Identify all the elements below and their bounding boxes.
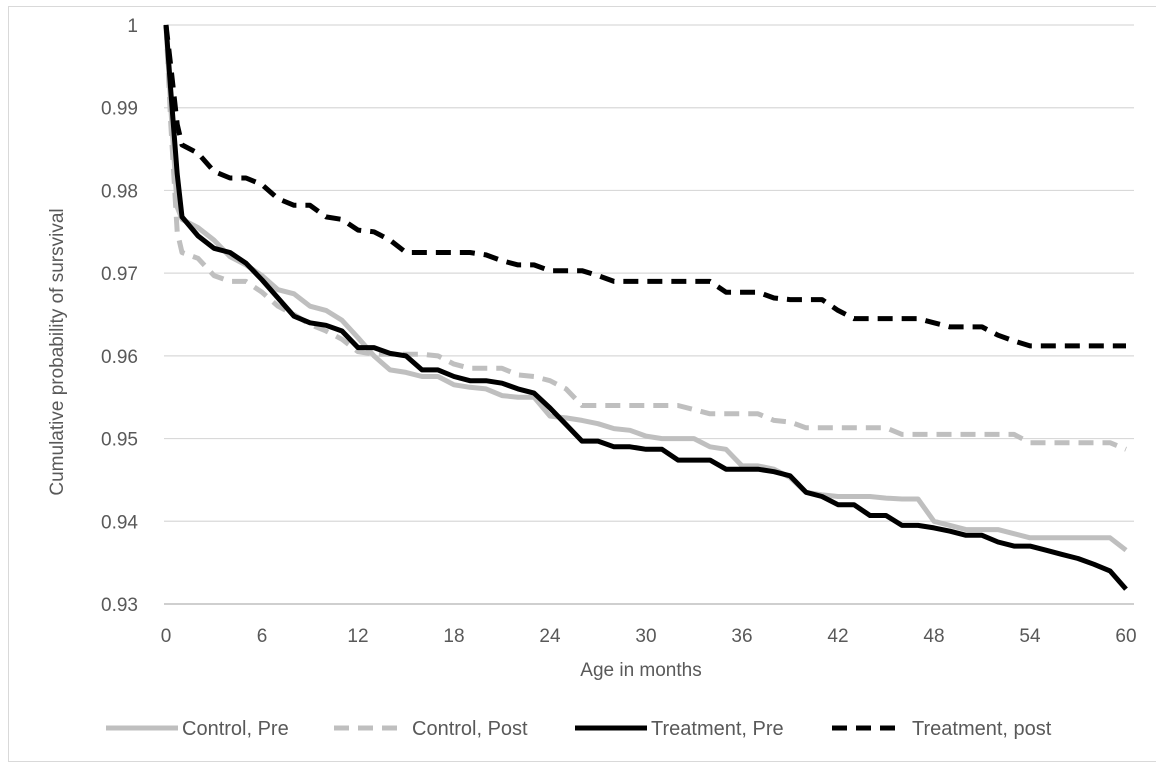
x-tick-label: 0 <box>161 626 172 647</box>
legend-item: Control, Pre <box>106 718 289 740</box>
y-tick-label: 0.95 <box>101 430 138 451</box>
y-axis-ticks: 0.93 0.94 0.95 0.96 0.97 0.98 0.99 1 <box>101 16 138 616</box>
series-layer <box>163 24 1128 591</box>
y-tick-label: 0.94 <box>101 512 138 533</box>
y-axis-title: Cumulative probability of sursvival <box>47 208 68 495</box>
series-line-control-post <box>163 24 1127 452</box>
legend-item: Treatment, Pre <box>575 718 784 740</box>
x-axis-title: Age in months <box>580 660 701 681</box>
x-tick-label: 36 <box>731 626 752 647</box>
y-tick-label: 0.93 <box>101 595 138 616</box>
legend-label: Treatment, Pre <box>651 718 784 740</box>
x-axis-ticks: 0 6 12 18 24 30 36 42 48 54 60 <box>161 626 1137 647</box>
y-tick-label: 1 <box>127 16 138 37</box>
y-tick-label: 0.97 <box>101 264 138 285</box>
legend-item: Treatment, post <box>832 718 1052 740</box>
x-tick-label: 30 <box>635 626 656 647</box>
x-tick-label: 54 <box>1019 626 1041 647</box>
legend: Control, Pre Control, Post Treatment, Pre T… <box>106 718 1052 740</box>
legend-label: Control, Post <box>412 718 528 740</box>
x-tick-label: 18 <box>443 626 464 647</box>
y-tick-label: 0.96 <box>101 347 138 368</box>
x-tick-label: 12 <box>347 626 368 647</box>
legend-label: Control, Pre <box>182 718 289 740</box>
x-tick-label: 48 <box>923 626 944 647</box>
legend-label: Treatment, post <box>912 718 1052 740</box>
series-line-treatment-post <box>163 24 1126 349</box>
x-tick-label: 42 <box>827 626 848 647</box>
y-tick-label: 0.99 <box>101 99 138 120</box>
chart-frame <box>8 6 1156 762</box>
x-tick-label: 60 <box>1115 626 1136 647</box>
y-tick-label: 0.98 <box>101 181 138 202</box>
x-tick-label: 24 <box>539 626 561 647</box>
legend-item: Control, Post <box>334 718 528 740</box>
x-tick-label: 6 <box>257 626 268 647</box>
series-line-treatment-pre <box>163 24 1128 591</box>
series-line-control-pre <box>163 24 1128 553</box>
